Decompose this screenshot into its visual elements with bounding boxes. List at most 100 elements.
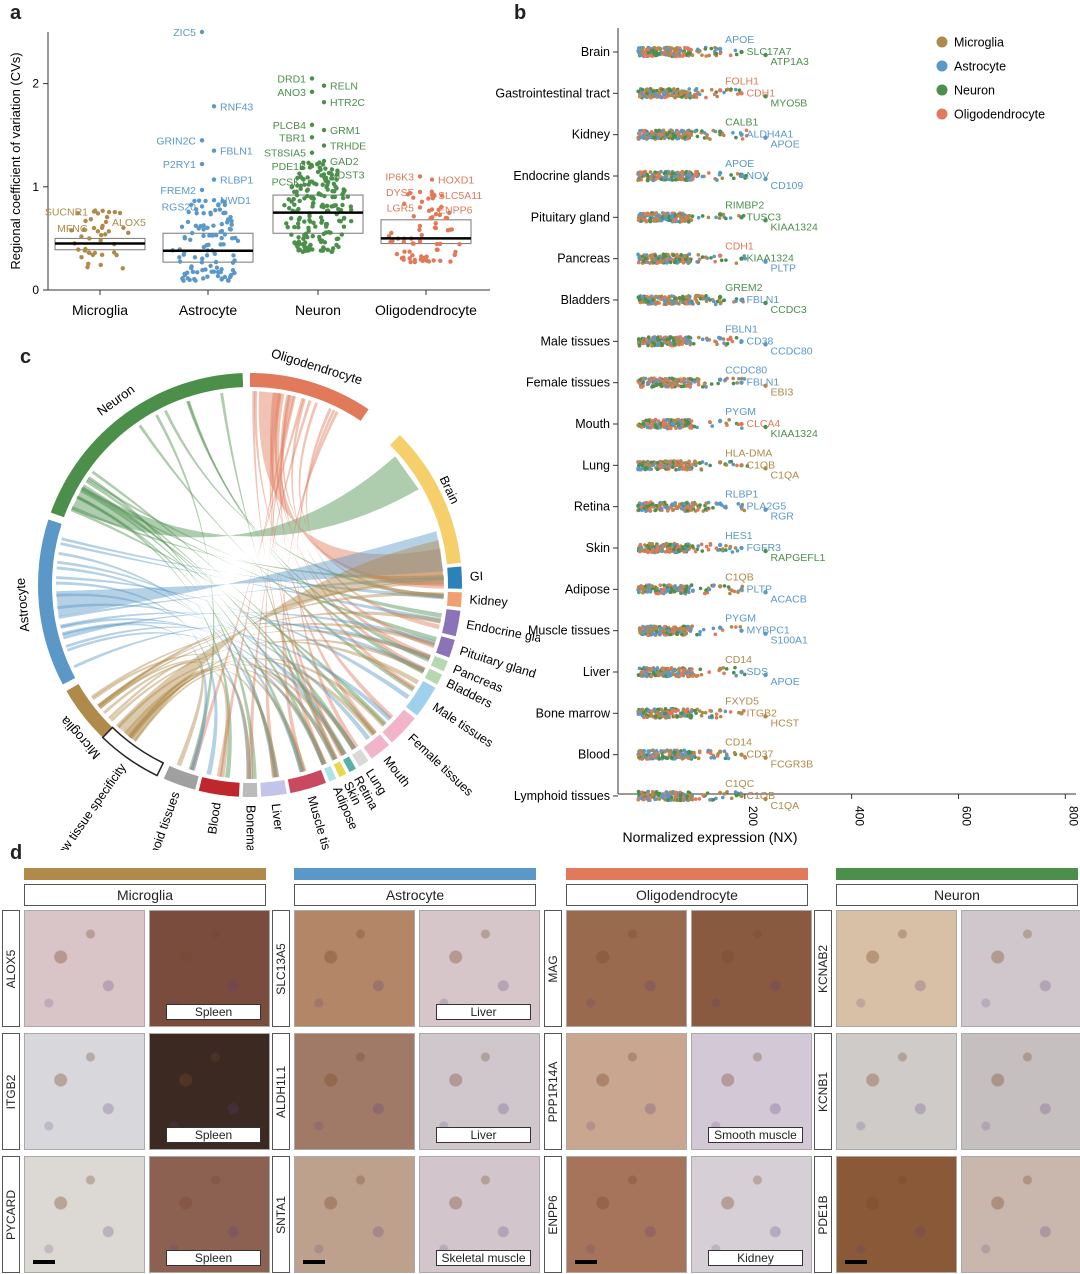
gene-label: ANO3 <box>277 87 306 99</box>
outlier-point <box>321 99 327 105</box>
expression-point <box>650 584 654 589</box>
x-tick-label: 200 <box>746 806 760 826</box>
expression-point <box>645 674 649 678</box>
cell-type-arc <box>50 373 244 518</box>
expression-point <box>639 215 643 219</box>
data-point <box>434 247 440 252</box>
category-label: Microglia <box>72 302 128 318</box>
gene-label: ST8SIA5 <box>264 148 306 160</box>
highlight-point <box>763 342 768 347</box>
data-point <box>319 220 324 225</box>
expression-point <box>652 51 656 56</box>
chord-ribbon <box>186 400 430 662</box>
data-point <box>120 266 125 271</box>
expression-point <box>640 756 645 761</box>
expression-point <box>719 300 723 305</box>
expression-point <box>640 669 645 674</box>
data-point <box>88 217 94 222</box>
expression-point <box>672 342 677 346</box>
expression-point <box>679 384 684 389</box>
gene-label: TRHDE <box>330 141 366 153</box>
gene-label: APOE <box>771 139 800 151</box>
expression-point <box>637 257 642 262</box>
tissue-label: Spleen <box>166 1004 261 1020</box>
data-point <box>320 182 325 187</box>
expression-point <box>650 301 655 306</box>
data-point <box>95 211 101 216</box>
gene-label: RNF43 <box>220 101 253 113</box>
expression-point <box>641 673 646 678</box>
gene-label: NWD1 <box>220 195 251 207</box>
expression-point <box>654 791 659 795</box>
expression-point <box>731 381 736 386</box>
legend-swatch <box>936 108 948 120</box>
highlight-point <box>739 752 744 757</box>
expression-point <box>674 467 678 472</box>
x-axis-label: Normalized expression (NX) <box>622 829 797 845</box>
expression-point <box>639 796 644 801</box>
data-point <box>201 210 206 216</box>
gene-label: RLBP1 <box>220 175 253 187</box>
data-point <box>181 278 186 283</box>
expression-point <box>659 218 664 223</box>
expression-point <box>683 750 688 754</box>
gene-label: PYGM <box>725 613 756 625</box>
expression-point <box>652 626 657 631</box>
gene-label: FBLN1 <box>747 294 780 306</box>
expression-point <box>645 87 650 91</box>
highlight-point <box>717 129 723 134</box>
legend-swatch <box>936 60 948 72</box>
expression-point <box>724 544 728 548</box>
expression-point <box>682 466 686 470</box>
ihc-gene-label: ALOX5 <box>2 910 20 1027</box>
expression-point <box>718 51 723 56</box>
data-point <box>318 167 323 172</box>
highlight-point <box>763 631 768 636</box>
gene-label: PLTP <box>747 583 772 595</box>
data-point <box>345 194 350 199</box>
expression-point <box>664 51 669 55</box>
data-point <box>289 184 294 190</box>
expression-point <box>728 591 732 596</box>
gene-label: FXYD5 <box>725 695 759 707</box>
data-point <box>338 219 343 224</box>
expression-point <box>669 462 673 467</box>
expression-point <box>679 749 683 753</box>
gene-label: C1QB <box>747 459 776 471</box>
expression-point <box>645 630 650 634</box>
expression-point <box>691 588 695 593</box>
data-point <box>325 187 330 192</box>
expression-point <box>729 588 734 593</box>
expression-point <box>681 629 685 634</box>
tissue-label: Lymphoid tissues <box>137 790 182 850</box>
chord-ribbon <box>279 394 377 735</box>
data-point <box>190 269 196 275</box>
scale-bar <box>845 1260 867 1264</box>
expression-point <box>726 756 731 761</box>
data-point <box>203 198 208 204</box>
data-point <box>214 233 219 238</box>
data-point <box>100 223 105 229</box>
outlier-point <box>199 161 205 167</box>
ihc-gene-label: ITGB2 <box>2 1033 20 1150</box>
data-point <box>410 253 415 258</box>
expression-point <box>735 381 739 385</box>
expression-point <box>687 300 692 305</box>
expression-point <box>680 463 684 467</box>
gene-label: TBR1 <box>279 132 306 144</box>
gene-name: ITGB2 <box>4 1074 18 1109</box>
expression-point <box>676 708 680 713</box>
data-point <box>213 207 218 213</box>
ihc-group-title: Microglia <box>24 884 266 906</box>
ihc-brain-image <box>294 1156 415 1273</box>
data-point <box>420 258 425 264</box>
expression-point <box>645 504 650 508</box>
expression-point <box>683 257 688 262</box>
expression-point <box>657 632 662 637</box>
box <box>380 219 472 245</box>
data-point <box>306 248 312 253</box>
highlight-point <box>763 507 768 512</box>
panel-d-ihc-grid: Microglia ALOX5 Spleen ITGB2 Spleen PYCARD Spl… <box>0 866 1080 1274</box>
highlight-point <box>763 548 768 554</box>
expression-point <box>646 178 650 183</box>
